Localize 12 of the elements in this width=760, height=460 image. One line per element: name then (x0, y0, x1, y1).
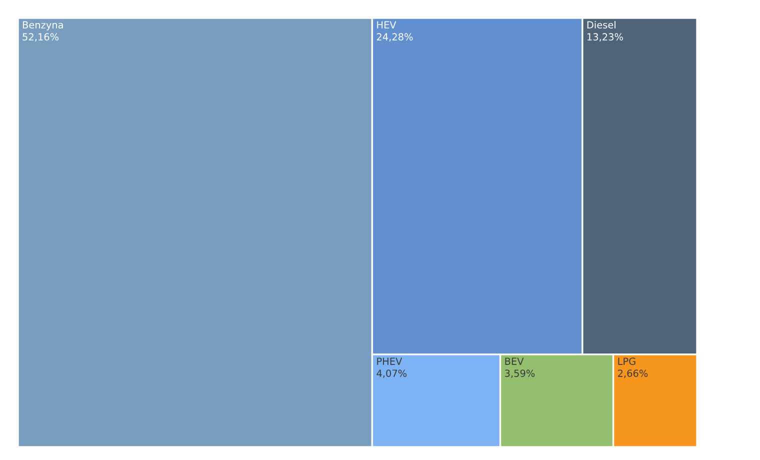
category-label: BEV (505, 358, 524, 365)
data-label: 3,59% (505, 370, 535, 378)
data-label: 24,28% (376, 33, 413, 42)
data-label: 2,66% (618, 370, 648, 378)
category-label: Benzyna (22, 21, 63, 30)
data-label: 52,16% (22, 33, 59, 42)
data-label: 4,07% (376, 370, 407, 378)
category-label: PHEV (377, 358, 402, 365)
data-label: 13,23% (588, 33, 623, 42)
category-label: LPG (618, 358, 636, 365)
category-label: HEV (377, 21, 396, 28)
category-label: Diesel (587, 21, 616, 29)
